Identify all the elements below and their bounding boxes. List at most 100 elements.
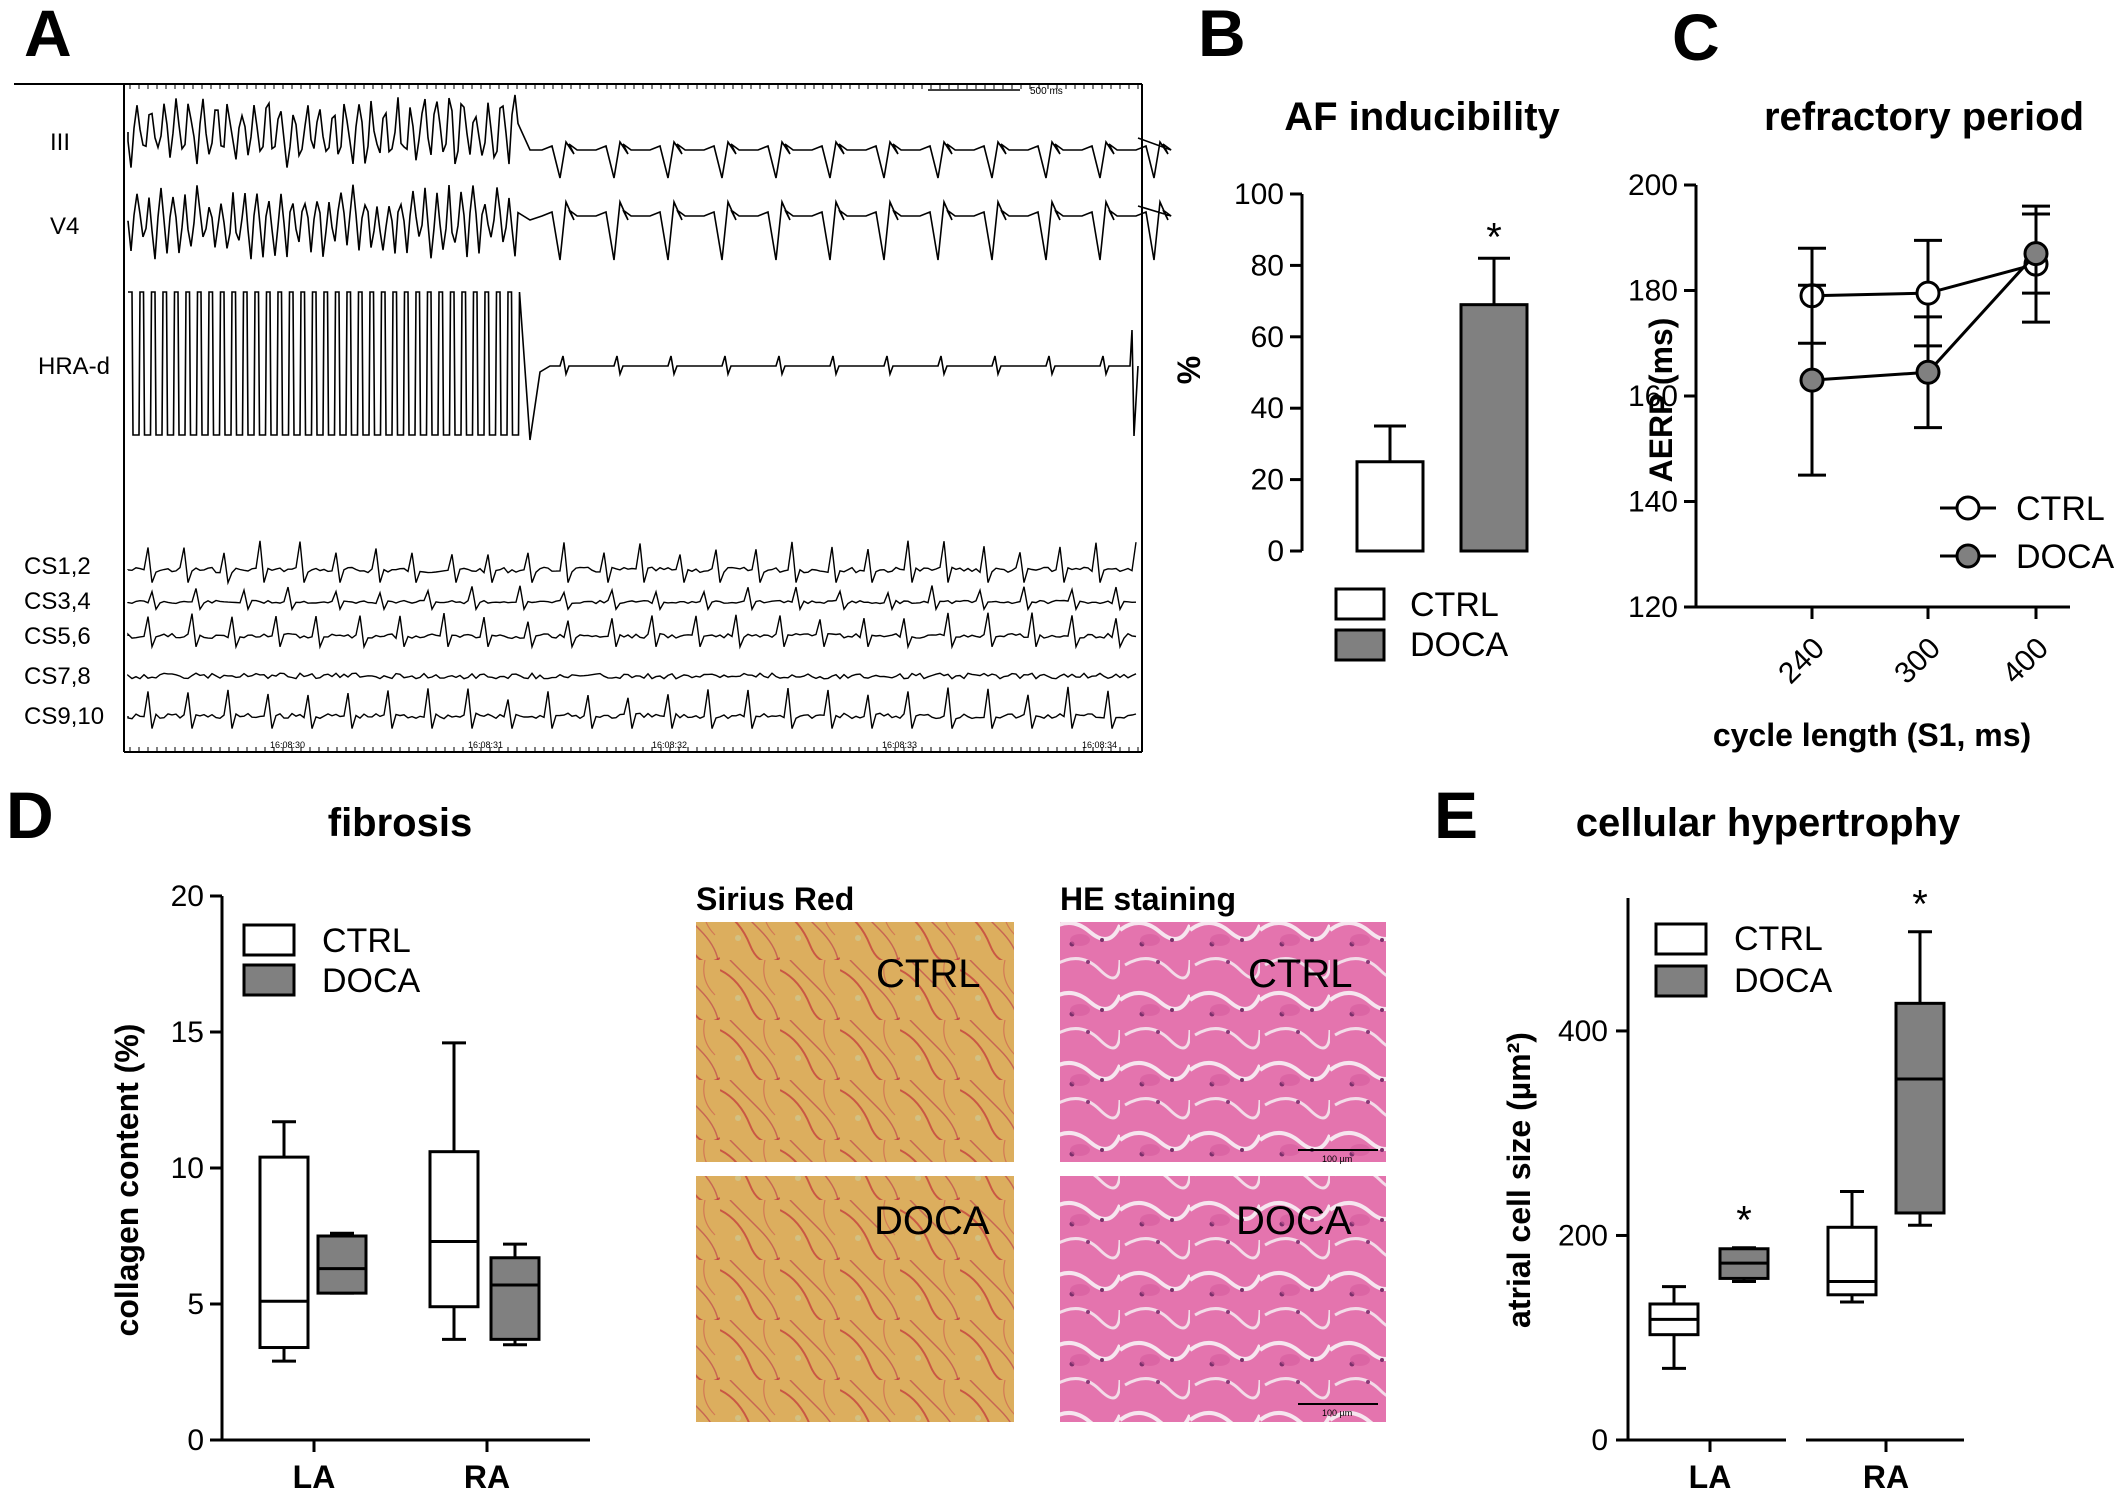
chart-b-legend: CTRL DOCA	[1334, 586, 1509, 664]
lead-label-cs34: CS3,4	[24, 588, 91, 615]
legend-swatch-doca	[242, 963, 296, 997]
chart-b-y-tick-label: 0	[1267, 535, 1284, 568]
chart-d-legend-ctrl: CTRL	[322, 922, 411, 960]
chart-e-axis: 0 200 400 LA RA	[1558, 898, 1964, 1494]
chart-e-title: cellular hypertrophy	[1576, 801, 1961, 845]
chart-c-y-tick-label: 140	[1628, 486, 1678, 519]
chart-c-ylabel: AERP (ms)	[1643, 318, 1679, 483]
sirius-red-ctrl-image	[696, 922, 1014, 1162]
panel-label-c: C	[1672, 0, 1720, 74]
chart-b-y-tick-label: 80	[1251, 249, 1284, 282]
chart-d-ra-ctrl-box	[428, 1150, 480, 1309]
ecg-tick-marks-top	[129, 84, 1139, 89]
chart-c-y-tick-label: 160	[1628, 380, 1678, 413]
chart-c-marker	[1915, 280, 1941, 306]
legend-swatch-ctrl	[1334, 587, 1386, 621]
chart-d-la-doca-box	[316, 1234, 368, 1295]
image-label-sirius-ctrl: CTRL	[876, 952, 980, 996]
chart-b-significance-star: *	[1486, 215, 1502, 259]
chart-d-y-tick-label: 20	[171, 880, 204, 913]
chart-b-legend-ctrl: CTRL	[1410, 586, 1499, 624]
chart-c-y-tick-label: 180	[1628, 275, 1678, 308]
ecg-trace-hra-d	[128, 291, 1139, 441]
ecg-trace-cs910	[127, 686, 1137, 729]
chart-b-ylabel: %	[1171, 356, 1207, 384]
lead-label-hra-d: HRA-d	[38, 353, 110, 380]
chart-e-legend: CTRL DOCA	[1654, 920, 1833, 1000]
image-label-sirius-doca: DOCA	[874, 1199, 990, 1243]
chart-d-title: fibrosis	[328, 801, 472, 845]
ecg-trace-cs34	[127, 585, 1137, 612]
chart-d-legend: CTRL DOCA	[242, 922, 421, 1000]
ecg-time-label-2: 16:08:31	[468, 740, 503, 750]
chart-d-y-tick-label: 10	[171, 1152, 204, 1185]
chart-d-x-tick-label: LA	[293, 1459, 336, 1494]
panel-c: C refractory period AERP (ms) cycle leng…	[1628, 0, 2115, 753]
panel-label-b: B	[1198, 0, 1246, 70]
chart-b-y-tick-label: 40	[1251, 392, 1284, 425]
chart-b-axis: 0 20 40 60 80 100	[1234, 178, 1304, 568]
lead-label-cs78: CS7,8	[24, 663, 91, 690]
chart-e-y-tick-label: 400	[1558, 1015, 1608, 1048]
lead-label-v4: V4	[50, 213, 79, 240]
chart-e-x-tick-label: LA	[1689, 1459, 1732, 1494]
chart-d-la-ctrl-box	[258, 1155, 310, 1350]
chart-c-y-tick-label: 120	[1628, 591, 1678, 624]
chart-b-y-tick-label: 20	[1251, 464, 1284, 497]
panel-b: B AF inducibility % 0 20 40 60 80 100 * CTRL …	[1171, 0, 1561, 664]
legend-swatch-ctrl	[242, 923, 296, 957]
lead-label-iii: III	[50, 129, 70, 156]
chart-e-significance-star: *	[1912, 883, 1928, 927]
chart-e-legend-ctrl: CTRL	[1734, 920, 1823, 958]
legend-marker-doca	[1955, 543, 1981, 569]
ecg-trace-iii	[127, 94, 1172, 179]
ecg-trace-cs12	[127, 540, 1137, 586]
ecg-tick-marks-bottom	[129, 747, 1139, 752]
stain-header-sirius-red: Sirius Red	[696, 881, 854, 917]
chart-c-x-tick-label: 300	[1888, 632, 1947, 691]
chart-b-y-tick-label: 60	[1251, 321, 1284, 354]
chart-c-marker	[1799, 367, 1825, 393]
panel-label-d: D	[6, 778, 54, 852]
chart-d-x-tick-label: RA	[464, 1459, 510, 1494]
stain-header-he: HE staining	[1060, 881, 1236, 917]
chart-b-title: AF inducibility	[1284, 95, 1560, 139]
chart-e-ra-doca-box	[1894, 1001, 1946, 1215]
he-ctrl-image	[1060, 922, 1386, 1162]
panel-d: D fibrosis collagen content (%) 0 5 10 15 20…	[6, 778, 1386, 1494]
ecg-time-label-5: 16:08:34	[1082, 740, 1117, 750]
legend-marker-ctrl	[1955, 495, 1981, 521]
chart-c-marker	[2023, 241, 2049, 267]
chart-e-y-tick-label: 200	[1558, 1219, 1608, 1252]
chart-d-ra-doca-box	[489, 1256, 541, 1341]
chart-c-x-tick-label: 400	[1996, 632, 2055, 691]
chart-e-x-tick-label: RA	[1863, 1459, 1909, 1494]
sirius-red-doca-image	[696, 1176, 1014, 1422]
chart-b-bar-doca	[1459, 303, 1529, 553]
chart-e-boxes: **	[1648, 883, 1946, 1370]
chart-c-series-doca	[1798, 212, 2050, 477]
chart-c-y-tick-label: 200	[1628, 169, 1678, 202]
chart-c-x-tick-label: 240	[1772, 632, 1831, 691]
legend-swatch-doca	[1334, 628, 1386, 662]
ecg-time-label-3: 16:08:32	[652, 740, 687, 750]
chart-c-legend-doca: DOCA	[2016, 538, 2115, 576]
chart-d-legend-doca: DOCA	[322, 962, 421, 1000]
chart-b-bar-ctrl	[1355, 460, 1425, 553]
panel-label-e: E	[1434, 778, 1478, 852]
chart-e-ylabel: atrial cell size (µm²)	[1501, 1032, 1537, 1328]
ecg-trace-cs78	[127, 672, 1137, 680]
chart-c-xlabel: cycle length (S1, ms)	[1713, 717, 2031, 753]
chart-c-title: refractory period	[1764, 95, 2084, 139]
he-doca-image	[1060, 1176, 1386, 1422]
chart-d-y-tick-label: 5	[187, 1288, 204, 1321]
lead-label-cs910: CS9,10	[24, 703, 104, 730]
panel-label-a: A	[24, 0, 72, 70]
chart-e-ra-ctrl-box	[1826, 1225, 1878, 1297]
chart-c-marker	[1915, 359, 1941, 385]
legend-swatch-doca	[1654, 964, 1708, 998]
chart-b-legend-doca: DOCA	[1410, 626, 1509, 664]
ecg-time-label-4: 16:08:33	[882, 740, 917, 750]
chart-d-ylabel: collagen content (%)	[109, 1024, 145, 1337]
